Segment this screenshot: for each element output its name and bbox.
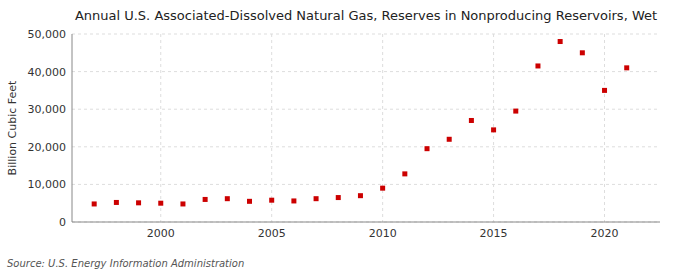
y-grid-line (72, 109, 660, 110)
point (513, 109, 518, 114)
point (180, 201, 185, 206)
y-tick-label: 30,000 (28, 103, 67, 116)
points (92, 39, 630, 206)
point (380, 186, 385, 191)
point (580, 50, 585, 55)
y-tick-label: 0 (59, 216, 66, 229)
y-grid-line (72, 71, 660, 72)
y-grid-line (72, 146, 660, 147)
point (203, 197, 208, 202)
point (291, 198, 296, 203)
point (358, 193, 363, 198)
point (136, 200, 141, 205)
y-grid-line (72, 34, 660, 35)
x-grid-line (271, 34, 272, 222)
y-axis-line (72, 34, 73, 222)
y-tick-label: 20,000 (28, 141, 67, 154)
x-tick-label: 2005 (258, 227, 286, 240)
point (535, 63, 540, 68)
y-tick-label: 10,000 (28, 178, 67, 191)
point (602, 88, 607, 93)
x-tick-label: 2010 (369, 227, 397, 240)
point (269, 198, 274, 203)
title: Annual U.S. Associated-Dissolved Natural… (75, 8, 657, 23)
point (469, 118, 474, 123)
x-axis-line (72, 222, 660, 223)
point (247, 199, 252, 204)
x-tick-label: 2015 (480, 227, 508, 240)
point (558, 39, 563, 44)
x-grid-line (160, 34, 161, 222)
point (425, 146, 430, 151)
y-tick-label: 50,000 (28, 28, 67, 41)
y-tick-label: 40,000 (28, 66, 67, 79)
x-grid-line (382, 34, 383, 222)
source: Source: U.S. Energy Information Administ… (7, 258, 244, 269)
point (447, 137, 452, 142)
point (114, 200, 119, 205)
point (225, 196, 230, 201)
point (92, 201, 97, 206)
x-grid-line (604, 34, 605, 222)
point (158, 201, 163, 206)
chart: 0 10,000 20,000 30,000 40,000 50,000 2000 2005 2… (0, 0, 675, 275)
y-grid-line (72, 222, 660, 223)
y-grid-line (72, 184, 660, 185)
point (491, 127, 496, 132)
point (624, 65, 629, 70)
point (402, 171, 407, 176)
point (314, 196, 319, 201)
x-tick-label: 2000 (147, 227, 175, 240)
grid (72, 34, 660, 222)
y-axis-label: Billion Cubic Feet (6, 80, 19, 175)
point (336, 195, 341, 200)
x-tick-label: 2020 (591, 227, 619, 240)
